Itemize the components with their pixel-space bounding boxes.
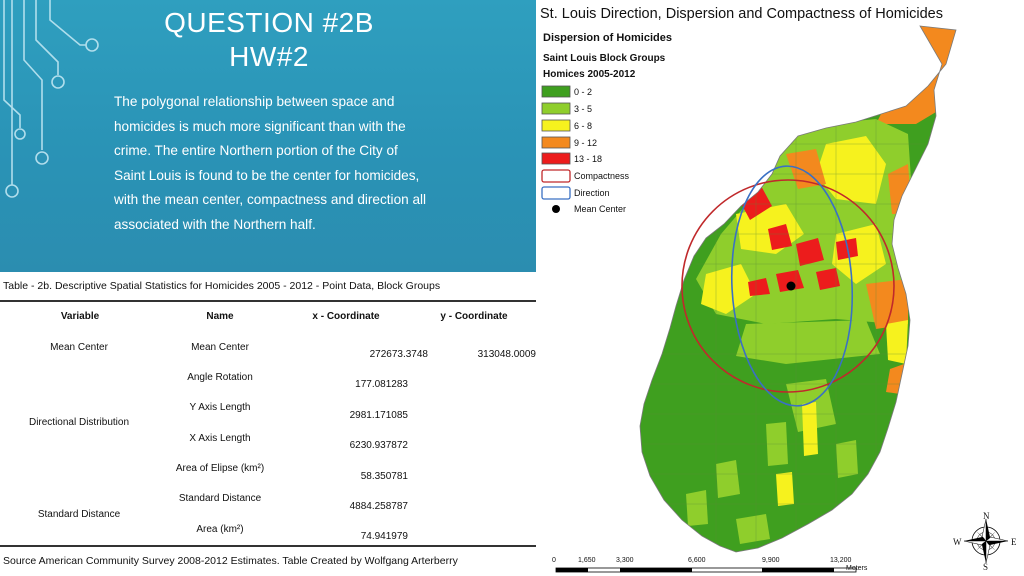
slide-title-line2: HW#2 — [229, 41, 309, 72]
legend-swatch-0 — [541, 85, 571, 98]
compass-north-label: N — [983, 511, 990, 521]
scale-tick-label: 0 — [552, 557, 556, 564]
slide-title-line1: QUESTION #2B — [164, 7, 374, 38]
group-label-directional-distribution: Directional Distribution — [28, 417, 130, 428]
table-source-note: Source American Community Survey 2008-20… — [3, 555, 458, 567]
legend-subtitle: Saint Louis Block Groups — [543, 53, 666, 64]
st-louis-map — [541, 25, 1009, 573]
legend-swatch-mean-center — [552, 205, 560, 213]
table-row-name: Standard Distance — [178, 493, 262, 504]
scale-tick-label: 6,600 — [688, 557, 706, 564]
table-row-name: Area (km²) — [196, 524, 244, 535]
compass-south-label: S — [983, 562, 989, 572]
legend-class-label: 6 - 8 — [574, 121, 593, 131]
table-cell-x: 177.081283 — [355, 379, 408, 390]
scale-bar — [555, 567, 857, 573]
table-row-name: Mean Center — [191, 342, 249, 353]
table-cell-x: 58.350781 — [360, 471, 408, 482]
compactness-circle — [681, 179, 895, 393]
table-cell-y: 313048.0009 — [477, 349, 536, 360]
legend-direction-label: Direction — [574, 188, 610, 198]
legend-class-label: 9 - 12 — [574, 138, 598, 148]
table-caption: Table - 2b. Descriptive Spatial Statisti… — [3, 280, 441, 292]
table-cell-x: 2981.171085 — [349, 410, 408, 421]
legend-class-label: 13 - 18 — [574, 154, 603, 164]
slide-title: QUESTION #2B HW#2 — [110, 6, 428, 74]
compass-east-label: E — [1011, 537, 1017, 547]
circuit-decoration — [3, 0, 99, 198]
table-row-name: X Axis Length — [189, 433, 251, 444]
direction-ellipse — [730, 165, 854, 407]
table-cell-x: 6230.937872 — [349, 440, 408, 451]
legend-class-label: 3 - 5 — [574, 104, 593, 114]
scale-tick-label: 9,900 — [762, 557, 780, 564]
title-panel: QUESTION #2B HW#2 The polygonal relation… — [0, 0, 536, 272]
legend-field: Homices 2005-2012 — [543, 69, 636, 80]
legend-swatch-2 — [541, 119, 571, 132]
group-label-standard-distance: Standard Distance — [37, 509, 121, 520]
column-header-y: y - Coordinate — [440, 311, 508, 322]
compass-west-label: W — [953, 537, 962, 547]
table-cell-x: 272673.3748 — [369, 349, 428, 360]
table-cell-x: 4884.258787 — [349, 501, 408, 512]
scale-tick-label: 1,650 — [578, 557, 596, 564]
table-top-rule — [0, 300, 536, 302]
block-groups-layer — [640, 26, 956, 552]
table-row-name: Angle Rotation — [187, 372, 253, 383]
legend-swatch-1 — [541, 102, 571, 115]
north-arrow — [963, 518, 1009, 564]
column-header-x: x - Coordinate — [312, 311, 380, 322]
column-header-name: Name — [206, 311, 234, 322]
legend-mean-center-label: Mean Center — [574, 204, 627, 214]
table-row-name: Area of Elipse (km²) — [175, 463, 265, 474]
mean-center-point — [786, 281, 796, 291]
table-cell-x: 74.941979 — [360, 531, 408, 542]
legend-title: Dispersion of Homicides — [543, 32, 672, 44]
legend-class-label: 0 - 2 — [574, 87, 593, 97]
legend-swatch-compactness — [541, 169, 571, 183]
legend-swatch-4 — [541, 152, 571, 165]
scale-unit-label: Meters — [846, 565, 868, 572]
map-title: St. Louis Direction, Dispersion and Comp… — [540, 6, 943, 22]
legend-compactness-label: Compactness — [574, 171, 630, 181]
slide-body-text: The polygonal relationship between space… — [114, 94, 427, 232]
group-label-mean-center: Mean Center — [50, 342, 108, 353]
city-boundary — [639, 25, 957, 553]
table-bottom-rule — [0, 545, 536, 547]
legend-swatch-3 — [541, 136, 571, 149]
column-header-variable: Variable — [60, 311, 100, 322]
scale-tick-label: 13,200 — [830, 557, 852, 564]
scale-tick-label: 3,300 — [616, 557, 634, 564]
table-row-name: Y Axis Length — [189, 402, 251, 413]
legend-swatch-direction — [541, 186, 571, 200]
